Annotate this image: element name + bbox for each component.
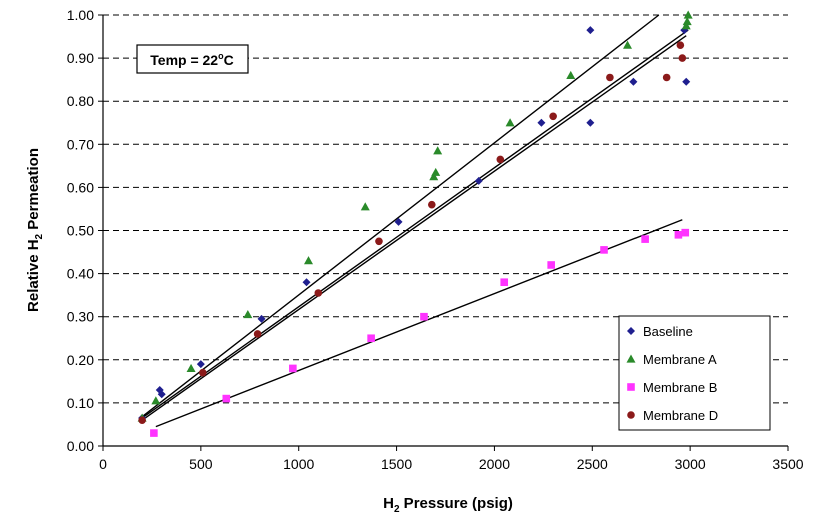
point-baseline — [196, 360, 205, 369]
trendlines — [141, 14, 689, 428]
point-baseline — [682, 77, 691, 86]
point-membrane-b — [681, 228, 690, 237]
point-baseline — [394, 217, 403, 226]
point-membrane-a — [186, 363, 196, 373]
point-membrane-d — [678, 54, 687, 62]
trendline — [141, 35, 687, 421]
point-baseline — [586, 118, 595, 127]
point-membrane-d — [253, 330, 262, 338]
point-membrane-a — [433, 146, 443, 155]
point-membrane-a — [360, 202, 370, 211]
y-tick-label: 0.60 — [67, 179, 94, 195]
point-membrane-d — [428, 200, 436, 209]
point-membrane-b — [547, 261, 555, 269]
point-membrane-d — [606, 73, 614, 82]
x-tick-label: 2000 — [479, 456, 510, 472]
x-axis-title: H2 Pressure (psig) — [383, 495, 513, 515]
point-baseline — [629, 77, 638, 86]
y-tick-label: 0.10 — [67, 395, 94, 411]
point-membrane-d — [676, 41, 685, 49]
trendline — [155, 219, 683, 428]
point-membrane-d — [314, 289, 323, 297]
point-membrane-a — [623, 40, 633, 49]
x-tick-label: 2500 — [577, 456, 608, 472]
legend-marker-membrane-b — [627, 383, 635, 391]
x-tick-label: 1500 — [381, 456, 412, 472]
y-tick-label: 0.70 — [67, 136, 94, 152]
data-points — [137, 10, 693, 437]
point-membrane-a — [243, 310, 253, 319]
point-membrane-b — [222, 394, 231, 403]
point-membrane-a — [681, 21, 691, 30]
point-membrane-d — [662, 73, 671, 82]
point-membrane-b — [500, 278, 509, 287]
point-membrane-a — [431, 167, 441, 176]
y-tick-label: 0.30 — [67, 309, 94, 325]
grid-lines — [103, 14, 788, 404]
point-membrane-a — [151, 396, 161, 405]
legend-label-membrane-b: Membrane B — [643, 380, 717, 395]
point-membrane-b — [289, 364, 297, 373]
point-membrane-a — [682, 16, 692, 26]
x-tick-label: 1000 — [283, 456, 314, 472]
y-tick-label: 0.90 — [67, 50, 94, 66]
x-tick-label: 3000 — [675, 456, 706, 472]
y-tick-label: 0.00 — [67, 438, 94, 454]
trendline — [141, 14, 660, 418]
point-membrane-a — [304, 256, 313, 265]
point-baseline — [537, 118, 546, 127]
point-membrane-b — [641, 235, 649, 243]
point-membrane-b — [600, 246, 608, 254]
annotation-box: Temp = 22oC — [136, 44, 249, 74]
point-membrane-b — [420, 312, 428, 321]
point-membrane-b — [367, 334, 375, 343]
legend-label-baseline: Baseline — [643, 324, 693, 339]
legend-label-membrane-d: Membrane D — [643, 408, 718, 423]
point-baseline — [474, 176, 483, 185]
point-membrane-d — [199, 368, 207, 377]
y-tick-label: 0.80 — [67, 93, 94, 109]
point-baseline — [586, 26, 595, 35]
point-membrane-a — [429, 172, 439, 181]
point-membrane-b — [150, 429, 158, 437]
legend: Baseline Membrane A Membrane B Membrane D — [618, 315, 771, 431]
point-membrane-d — [138, 416, 146, 424]
y-tick-label: 0.40 — [67, 266, 94, 282]
point-membrane-d — [496, 155, 505, 164]
axes — [98, 14, 789, 451]
legend-marker-membrane-a — [626, 354, 636, 363]
point-membrane-a — [505, 118, 515, 127]
tick-labels: 0.00 0.10 0.20 0.30 0.40 0.50 0.60 0.70 0.80 0.90… — [67, 7, 804, 472]
point-baseline — [257, 314, 266, 323]
y-tick-label: 0.20 — [67, 352, 94, 368]
point-baseline — [302, 278, 311, 287]
legend-label-membrane-a: Membrane A — [643, 352, 717, 367]
x-tick-label: 3500 — [772, 456, 803, 472]
legend-marker-baseline — [627, 327, 635, 335]
x-tick-label: 0 — [99, 456, 107, 472]
y-tick-label: 0.50 — [67, 223, 94, 239]
point-membrane-a — [683, 10, 693, 19]
point-membrane-b — [674, 231, 683, 239]
point-membrane-d — [375, 237, 383, 246]
y-tick-label: 1.00 — [67, 7, 94, 23]
x-tick-label: 500 — [189, 456, 213, 472]
y-axis-title: Relative H2 Permeation — [25, 148, 45, 312]
legend-marker-membrane-d — [627, 411, 635, 419]
point-baseline — [157, 390, 166, 399]
trendline — [141, 29, 689, 419]
point-membrane-a — [566, 70, 576, 79]
annotation-text: Temp = 22oC — [150, 51, 233, 68]
point-membrane-d — [549, 112, 557, 121]
